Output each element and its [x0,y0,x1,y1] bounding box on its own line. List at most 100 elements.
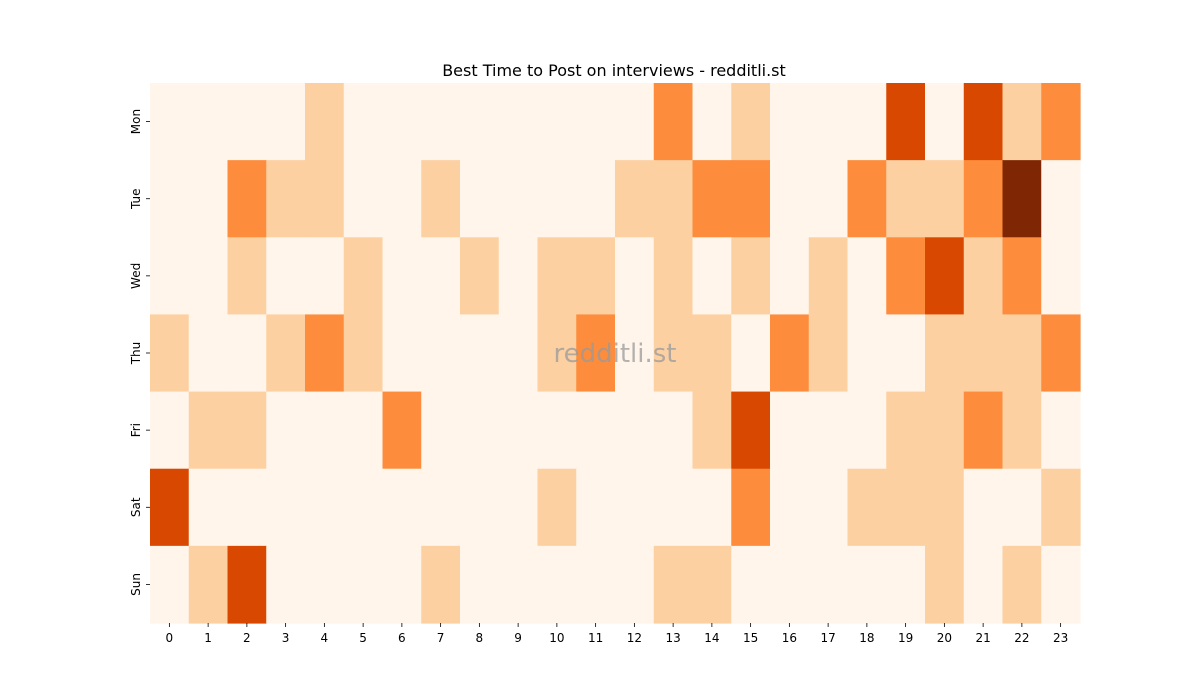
x-tick-label: 22 [1014,631,1029,645]
heatmap-cell-sun-4 [305,545,345,624]
heatmap-cell-sun-8 [460,545,500,624]
x-tick-label: 18 [859,631,874,645]
heatmap-cell-wed-17 [808,237,849,316]
heatmap-cell-sat-2 [227,468,267,547]
heatmap-cell-mon-20 [925,83,965,161]
heatmap-cell-tue-3 [266,160,306,238]
heatmap-cell-wed-3 [266,237,306,316]
heatmap-cell-mon-7 [421,83,461,161]
heatmap-cell-wed-1 [188,237,229,316]
heatmap-cell-sat-14 [692,468,732,547]
heatmap-cell-wed-8 [460,237,500,316]
heatmap-cell-mon-5 [343,83,384,161]
heatmap-cell-thu-7 [421,314,461,393]
heatmap-cell-tue-16 [770,160,810,238]
heatmap-cell-tue-4 [305,160,345,238]
heatmap-cell-wed-10 [537,237,577,316]
heatmap-cell-tue-20 [925,160,965,238]
heatmap-cell-wed-14 [692,237,732,316]
heatmap-cell-mon-12 [615,83,655,161]
heatmap-cell-mon-11 [576,83,616,161]
heatmap-cell-wed-21 [963,237,1004,316]
heatmap-cell-fri-6 [382,391,422,470]
heatmap-cell-mon-15 [731,83,771,161]
heatmap-cell-wed-2 [227,237,267,316]
x-tick-label: 5 [359,631,367,645]
x-tick-label: 0 [166,631,174,645]
heatmap-cell-sun-6 [382,545,422,624]
heatmap-cell-wed-4 [305,237,345,316]
x-tick-label: 20 [937,631,952,645]
heatmap-cell-wed-19 [886,237,926,316]
heatmap-cell-sat-22 [1002,468,1042,547]
heatmap-cell-sun-2 [227,545,267,624]
heatmap-cell-tue-5 [343,160,384,238]
y-tick-label: Fri [129,423,143,437]
heatmap-cell-sun-5 [343,545,384,624]
heatmap-cell-wed-18 [847,237,887,316]
heatmap-cell-tue-14 [692,160,732,238]
heatmap-cell-sun-9 [498,545,539,624]
heatmap-cell-fri-14 [692,391,732,470]
heatmap-cell-sun-20 [925,545,965,624]
heatmap-cell-tue-10 [537,160,577,238]
heatmap-cell-sat-23 [1041,468,1081,547]
heatmap-cell-sun-15 [731,545,771,624]
heatmap-cell-thu-8 [460,314,500,393]
heatmap-cell-sun-1 [188,545,229,624]
heatmap-cell-tue-8 [460,160,500,238]
heatmap-cell-mon-13 [653,83,694,161]
heatmap-cell-fri-11 [576,391,616,470]
heatmap-cell-wed-5 [343,237,384,316]
heatmap-cell-tue-22 [1002,160,1042,238]
heatmap-cell-sun-19 [886,545,926,624]
y-tick-label: Sat [129,497,143,517]
heatmap-cell-mon-19 [886,83,926,161]
heatmap-cell-sat-0 [150,468,190,547]
heatmap-cell-tue-0 [150,160,190,238]
heatmap-cell-mon-6 [382,83,422,161]
heatmap-cell-sat-6 [382,468,422,547]
heatmap-cell-mon-14 [692,83,732,161]
heatmap-cell-fri-3 [266,391,306,470]
heatmap-cell-fri-17 [808,391,849,470]
x-tick-label: 21 [975,631,990,645]
heatmap-cell-tue-23 [1041,160,1081,238]
heatmap-cell-wed-6 [382,237,422,316]
heatmap-cell-fri-0 [150,391,190,470]
heatmap-cell-wed-13 [653,237,694,316]
x-tick-label: 12 [627,631,642,645]
heatmap-cell-fri-15 [731,391,771,470]
x-tick-label: 1 [204,631,212,645]
heatmap-cell-fri-16 [770,391,810,470]
x-tick-label: 4 [321,631,329,645]
heatmap-cell-sun-3 [266,545,306,624]
heatmap-cell-fri-13 [653,391,694,470]
heatmap-cell-tue-9 [498,160,539,238]
heatmap-cell-tue-15 [731,160,771,238]
heatmap-cell-thu-21 [963,314,1004,393]
heatmap-cell-sat-19 [886,468,926,547]
heatmap-cell-mon-22 [1002,83,1042,161]
heatmap-cell-tue-7 [421,160,461,238]
heatmap-cell-sat-20 [925,468,965,547]
heatmap-cell-sat-12 [615,468,655,547]
heatmap-cell-mon-21 [963,83,1004,161]
heatmap-cell-wed-20 [925,237,965,316]
heatmap-cell-fri-23 [1041,391,1081,470]
x-tick-label: 10 [549,631,564,645]
heatmap-cell-sun-16 [770,545,810,624]
heatmap-cell-wed-9 [498,237,539,316]
heatmap-cell-thu-6 [382,314,422,393]
heatmap-cell-sat-8 [460,468,500,547]
heatmap-cell-wed-22 [1002,237,1042,316]
y-tick-label: Sun [129,573,143,596]
x-tick-label: 6 [398,631,406,645]
x-tick-label: 19 [898,631,913,645]
heatmap-cell-sun-12 [615,545,655,624]
heatmap-cell-tue-18 [847,160,887,238]
heatmap-cell-thu-0 [150,314,190,393]
heatmap-cell-thu-11 [576,314,616,393]
heatmap-cell-tue-17 [808,160,849,238]
x-tick-label: 16 [782,631,797,645]
